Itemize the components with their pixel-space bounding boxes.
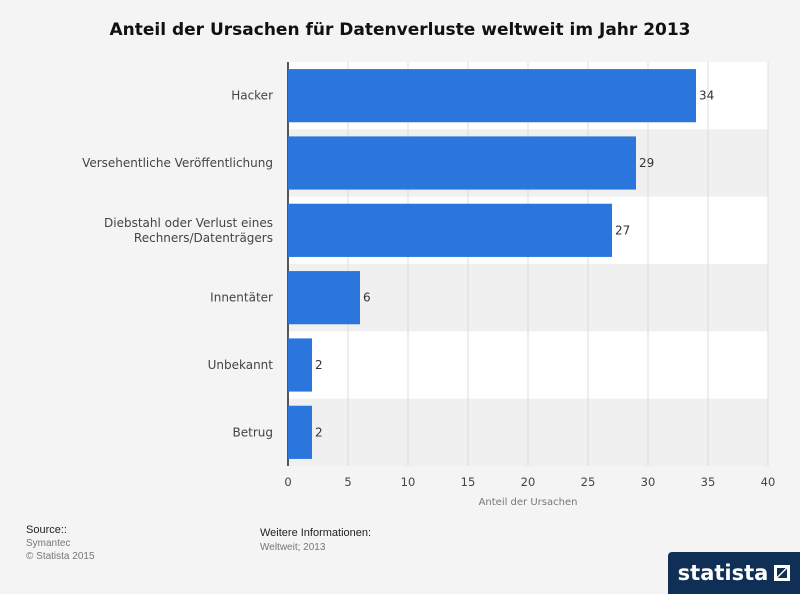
category-label-line: Unbekannt: [208, 358, 274, 372]
x-tick-label: 5: [344, 475, 351, 489]
x-tick-label: 25: [581, 475, 596, 489]
data-label: 2: [315, 358, 323, 372]
source-name: Symantec: [26, 538, 71, 549]
data-label: 27: [615, 223, 630, 237]
data-label: 34: [699, 89, 714, 103]
x-axis-title: Anteil der Ursachen: [479, 497, 578, 508]
category-label: Betrug: [233, 425, 273, 439]
category-label: Versehentliche Veröffentlichung: [82, 156, 273, 170]
category-label-line: Innentäter: [210, 291, 273, 305]
statista-logo-icon: [774, 565, 791, 581]
x-tick-label: 35: [701, 475, 716, 489]
category-label: Unbekannt: [208, 358, 274, 372]
x-tick-label: 20: [521, 475, 536, 489]
category-label-line: Diebstahl oder Verlust eines: [104, 216, 273, 230]
bar: [288, 136, 636, 190]
bar: [288, 271, 360, 325]
data-label: 2: [315, 425, 323, 439]
category-label-line: Versehentliche Veröffentlichung: [82, 156, 273, 170]
copyright: © Statista 2015: [26, 551, 95, 562]
category-label: Innentäter: [210, 291, 273, 305]
bar: [288, 405, 312, 459]
info-label[interactable]: Weitere Informationen:: [260, 527, 372, 539]
logo-text: statista: [677, 561, 769, 585]
x-tick-label: 40: [761, 475, 776, 489]
category-label: Diebstahl oder Verlust eines Rechners/Dat…: [104, 216, 273, 245]
info-block: Weitere Informationen: Weltweit; 2013: [260, 527, 371, 553]
chart-title: Anteil der Ursachen für Datenverluste we…: [109, 20, 691, 40]
category-label-line: Hacker: [231, 89, 273, 103]
source-block: Source:: Symantec © Statista 2015: [26, 524, 95, 562]
bar: [288, 338, 312, 392]
statista-logo[interactable]: statista: [668, 552, 800, 594]
x-tick-label: 15: [461, 475, 476, 489]
category-label-line: Betrug: [233, 425, 273, 439]
bar: [288, 203, 612, 257]
bar: [288, 69, 696, 123]
data-label: 6: [363, 291, 371, 305]
category-label: Hacker: [231, 89, 273, 103]
info-text: Weltweit; 2013: [260, 542, 326, 553]
category-label-line: Rechners/Datenträgers: [134, 231, 273, 245]
x-tick-label: 10: [401, 475, 416, 489]
x-tick-label: 30: [641, 475, 656, 489]
x-tick-label: 0: [284, 475, 291, 489]
source-label: Source::: [26, 524, 67, 536]
data-label: 29: [639, 156, 654, 170]
